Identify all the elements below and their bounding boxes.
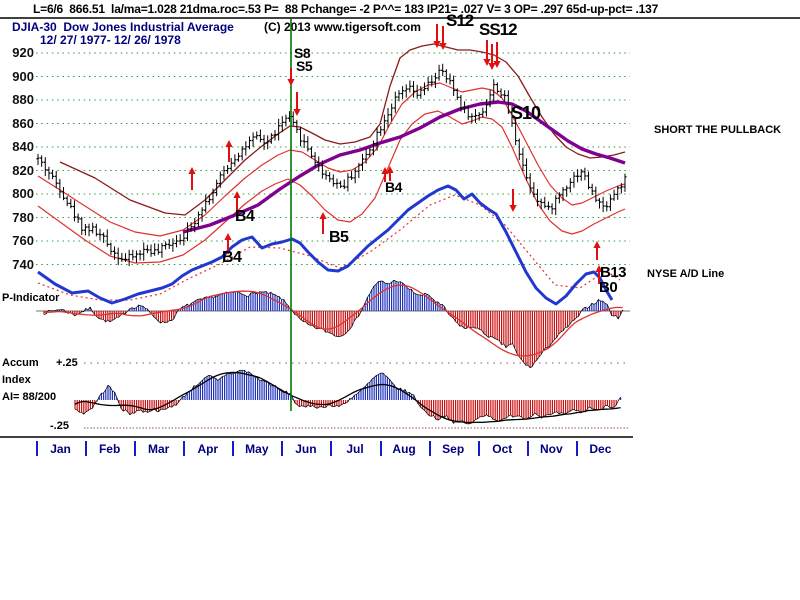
p-indicator-label: P-Indicator [2,292,60,304]
month-cell-apr: Apr [183,440,232,458]
signal-b5: B5 [329,229,349,246]
buy-signal-arrow-icon [593,241,601,260]
month-tick-icon [134,441,137,456]
sell-signal-arrow-icon [293,92,301,116]
price-tick-820: 820 [12,162,34,178]
month-tick-icon [575,441,578,456]
sell-signal-arrow-icon [488,44,496,70]
sell-signal-arrow-icon [433,24,441,48]
signal-s5: S5 [296,58,313,74]
price-tick-780: 780 [12,209,34,225]
signal-b4-lower: B4 [222,249,242,266]
price-tick-740: 740 [12,256,34,272]
month-cell-aug: Aug [379,440,429,458]
month-tick-icon [526,441,529,456]
short-pullback-note: SHORT THE PULLBACK [654,124,782,136]
buy-signal-arrow-icon [224,233,232,254]
price-tick-900: 900 [12,68,34,84]
price-tick-760: 760 [12,233,34,248]
month-cell-oct: Oct [477,440,527,458]
month-tick-icon [85,441,88,456]
month-label-feb: Feb [98,442,121,456]
signal-s10: S10 [511,103,541,123]
month-label-nov: Nov [539,442,563,456]
month-cell-jun: Jun [281,440,330,458]
month-label-sep: Sep [442,442,465,456]
signal-b4-july: B4 [385,179,402,195]
month-cell-mar: Mar [134,440,183,458]
accum-upper-level: +.25 [56,357,78,369]
month-cell-sep: Sep [428,440,478,458]
month-tick-icon [428,441,431,456]
month-tick-icon [379,441,382,456]
month-label-may: May [245,442,269,456]
month-tick-icon [477,441,480,456]
buy-signal-arrow-icon [319,212,327,234]
month-cell-may: May [232,440,281,458]
month-tick-icon [281,441,284,456]
month-label-jan: Jan [50,442,71,456]
date-range: 12/ 27/ 1977- 12/ 26/ 1978 [40,33,181,47]
month-tick-icon [36,441,38,456]
month-axis: Jan Feb Mar Apr May Jun Jul Aug Sep Oct Nov Dec [36,440,625,458]
month-label-jul: Jul [346,442,364,456]
sell-signal-arrow-icon [287,68,295,86]
sell-signal-arrow-icon [509,189,517,212]
index-label: Index [2,374,31,386]
stats-header-line: L=6/6 866.51 la/ma=1.028 21dma.roc=.53 P… [33,2,659,16]
symbol-title: DJIA-30 Dow Jones Industrial Average [12,20,234,34]
month-label-mar: Mar [148,442,170,456]
accum-label: Accum [2,357,39,369]
buy-signal-arrow-icon [386,166,394,181]
price-tick-920: 920 [12,45,34,60]
price-tick-860: 860 [12,115,34,131]
month-cell-feb: Feb [85,440,134,458]
buy-signal-arrow-icon [225,140,233,162]
ai-ratio-label: AI= 88/200 [2,391,57,403]
signal-s12-top: S12 [446,11,474,30]
month-label-apr: Apr [197,442,219,456]
price-tick-800: 800 [12,186,34,201]
month-tick-icon [232,441,235,456]
month-cell-dec: Dec [575,440,625,458]
accum-lower-level: -.25 [50,420,69,432]
signal-s8: S8 [294,45,311,61]
sell-signal-arrow-icon [493,42,501,68]
nyse-ad-line-label: NYSE A/D Line [647,268,725,280]
month-cell-jul: Jul [330,440,379,458]
buy-signal-arrow-icon [233,191,241,212]
signal-ss12: SS12 [479,20,518,39]
sell-signal-arrow-icon [483,40,491,66]
month-cell-nov: Nov [526,440,576,458]
buy-signal-arrow-icon [595,265,603,284]
month-cell-jan: Jan [36,440,85,458]
month-label-oct: Oct [492,442,513,456]
price-tick-840: 840 [12,139,34,154]
month-label-dec: Dec [589,442,612,456]
month-tick-icon [183,441,186,456]
sell-signal-arrow-icon [439,26,447,50]
month-label-aug: Aug [392,442,416,456]
signal-b13: B13 [600,264,627,281]
month-label-jun: Jun [295,442,317,456]
signal-b4-upper: B4 [235,208,255,225]
buy-signal-arrow-icon [188,167,196,190]
price-tick-880: 880 [12,92,34,107]
signal-b0: B0 [599,279,618,296]
month-tick-icon [330,441,333,456]
